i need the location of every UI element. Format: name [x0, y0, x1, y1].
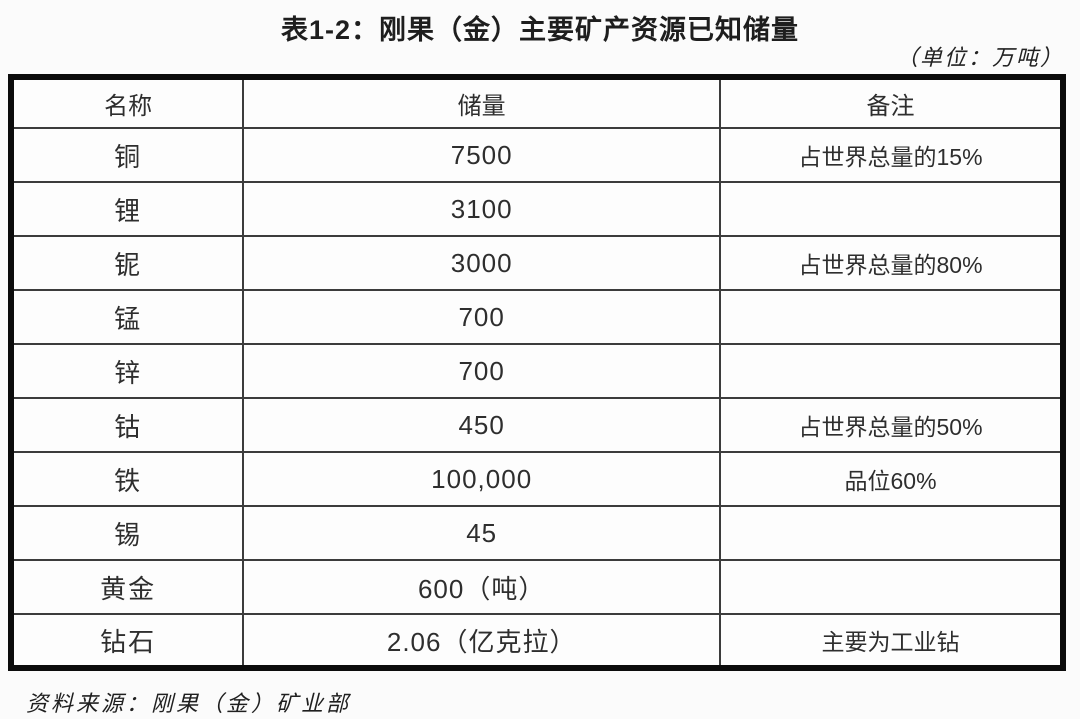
cell-note: 主要为工业钻	[719, 613, 1064, 669]
cell-name: 黄金	[9, 559, 245, 615]
cell-note	[719, 181, 1064, 237]
cell-note	[719, 343, 1064, 399]
cell-reserve: 700	[242, 343, 722, 399]
cell-note	[719, 289, 1064, 345]
col-header-note: 备注	[719, 76, 1064, 129]
cell-name: 铜	[9, 127, 245, 183]
col-header-reserve: 储量	[242, 76, 722, 129]
table-body: 铜 7500 占世界总量的15% 锂 3100 铌 3000 占世界总量的80% 锰 700 锌 70…	[9, 127, 1064, 669]
cell-name: 钴	[9, 397, 245, 453]
cell-reserve: 100,000	[242, 451, 722, 507]
cell-reserve: 450	[242, 397, 722, 453]
cell-name: 钻石	[9, 613, 245, 669]
cell-note	[719, 559, 1064, 615]
cell-name: 锡	[9, 505, 245, 561]
minerals-table: 名称 储量 备注 铜 7500 占世界总量的15% 锂 3100 铌 3000 占世界总量的8…	[8, 74, 1066, 671]
table-row: 锡 45	[9, 505, 1064, 561]
cell-note: 占世界总量的15%	[719, 127, 1064, 183]
cell-reserve: 600（吨）	[242, 559, 722, 615]
cell-reserve: 3100	[242, 181, 722, 237]
table-row: 钴 450 占世界总量的50%	[9, 397, 1064, 453]
table-row: 锌 700	[9, 343, 1064, 399]
header-row: 名称 储量 备注	[9, 76, 1064, 129]
table-row: 铜 7500 占世界总量的15%	[9, 127, 1064, 183]
cell-note: 品位60%	[719, 451, 1064, 507]
cell-note: 占世界总量的80%	[719, 235, 1064, 291]
table-title: 表1-2：刚果（金）主要矿产资源已知储量	[280, 15, 800, 45]
unit-note: （单位：万吨）	[895, 45, 1064, 70]
cell-note	[719, 505, 1064, 561]
table-row: 黄金 600（吨）	[9, 559, 1064, 615]
cell-name: 铌	[9, 235, 245, 291]
col-header-name: 名称	[9, 76, 245, 129]
table-row: 钻石 2.06（亿克拉） 主要为工业钻	[9, 613, 1064, 669]
table-header: 名称 储量 备注	[9, 76, 1064, 129]
table-row: 锰 700	[9, 289, 1064, 345]
cell-name: 锌	[9, 343, 245, 399]
cell-reserve: 45	[242, 505, 722, 561]
cell-reserve: 3000	[242, 235, 722, 291]
cell-reserve: 7500	[242, 127, 722, 183]
table-row: 锂 3100	[9, 181, 1064, 237]
table-row: 铌 3000 占世界总量的80%	[9, 235, 1064, 291]
cell-note: 占世界总量的50%	[719, 397, 1064, 453]
source-note: 资料来源：刚果（金）矿业部	[26, 691, 352, 716]
cell-name: 锂	[9, 181, 245, 237]
cell-reserve: 700	[242, 289, 722, 345]
cell-reserve: 2.06（亿克拉）	[242, 613, 722, 669]
cell-name: 铁	[9, 451, 245, 507]
table-row: 铁 100,000 品位60%	[9, 451, 1064, 507]
cell-name: 锰	[9, 289, 245, 345]
